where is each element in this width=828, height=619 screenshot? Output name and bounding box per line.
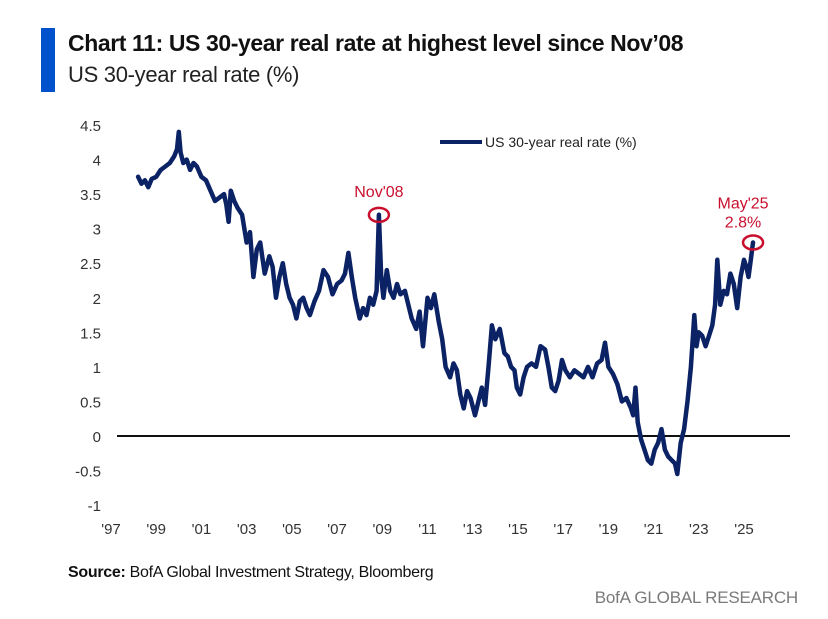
x-tick-label: '09 (373, 521, 393, 538)
y-tick-label: 0.5 (80, 394, 101, 411)
x-tick-label: '07 (327, 521, 347, 538)
title-accent-bar (41, 28, 55, 92)
x-tick-label: '15 (508, 521, 528, 538)
x-tick-label: '23 (689, 521, 709, 538)
y-tick-label: 4 (93, 153, 101, 170)
y-tick-label: 1 (93, 360, 101, 377)
annotations: Nov'08 May'25 2.8% (354, 184, 769, 251)
y-tick-label: 4.5 (80, 118, 101, 135)
annotation-value: 2.8% (725, 214, 761, 231)
legend-label: US 30-year real rate (%) (485, 134, 637, 150)
y-tick-label: 3.5 (80, 187, 101, 204)
x-tick-label: '25 (734, 521, 754, 538)
annotation-label: Nov'08 (354, 184, 403, 201)
y-tick-label: 1.5 (80, 325, 101, 342)
y-tick-label: -1 (88, 498, 101, 515)
annotation-circle (741, 234, 765, 251)
y-tick-label: 3 (93, 222, 101, 239)
brand-label: BofA GLOBAL RESEARCH (594, 588, 798, 607)
x-tick-label: '11 (418, 521, 436, 538)
x-tick-label: '01 (192, 521, 212, 538)
x-tick-label: '97 (101, 521, 121, 538)
x-tick-label: '99 (146, 521, 166, 538)
series-line-us-30y-real-rate (135, 129, 756, 477)
x-tick-label: '13 (463, 521, 483, 538)
y-axis: -1 -0.5 0 0.5 1 1.5 2 2.5 3 3.5 4 4.5 (75, 118, 101, 515)
x-tick-label: '05 (282, 521, 302, 538)
source-note: Source: BofA Global Investment Strategy,… (68, 564, 434, 582)
legend: US 30-year real rate (%) (440, 134, 637, 150)
x-tick-label: '19 (599, 521, 619, 538)
y-tick-label: -0.5 (75, 464, 101, 481)
annotation-circle (367, 206, 391, 224)
annotation-label: May'25 (718, 195, 769, 212)
chart-title: Chart 11: US 30-year real rate at highes… (68, 30, 684, 56)
x-tick-label: '21 (644, 521, 664, 538)
y-tick-label: 2 (93, 291, 101, 308)
x-tick-label: '03 (237, 521, 257, 538)
x-tick-label: '17 (553, 521, 573, 538)
source-text: BofA Global Investment Strategy, Bloombe… (125, 564, 434, 581)
y-tick-label: 0 (93, 429, 101, 446)
x-axis: '97 '99 '01 '03 '05 '07 '09 '11 '13 '15 '17 '19 '21 '… (101, 521, 754, 538)
y-tick-label: 2.5 (80, 256, 101, 273)
chart-subtitle: US 30-year real rate (%) (68, 62, 300, 87)
source-label: Source: (68, 564, 126, 581)
